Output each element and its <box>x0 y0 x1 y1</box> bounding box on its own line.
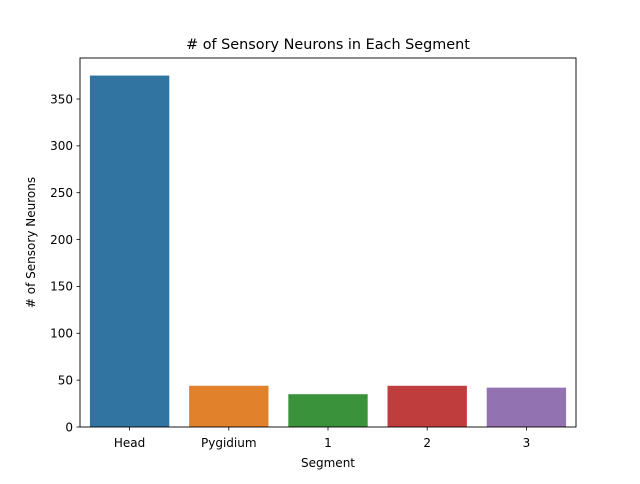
y-tick-label-100: 100 <box>50 327 73 341</box>
bar-2 <box>387 385 467 427</box>
y-tick-label-300: 300 <box>50 139 73 153</box>
x-tick-label-1: 1 <box>324 436 332 450</box>
y-tick-label-0: 0 <box>65 420 73 434</box>
bar-head <box>89 75 170 427</box>
y-axis: 0 50 100 150 200 250 300 350 <box>50 92 80 434</box>
y-tick-label-200: 200 <box>50 233 73 247</box>
chart-title: # of Sensory Neurons in Each Segment <box>186 37 470 53</box>
x-axis-label: Segment <box>301 456 355 470</box>
y-tick-label-250: 250 <box>50 186 73 200</box>
x-tick-label-3: 3 <box>523 436 531 450</box>
y-tick-label-150: 150 <box>50 280 73 294</box>
y-axis-label: # of Sensory Neurons <box>24 177 38 308</box>
bar-1 <box>288 394 368 427</box>
x-axis: Head Pygidium 1 2 3 <box>114 427 530 450</box>
x-tick-label-2: 2 <box>423 436 431 450</box>
plot-frame <box>79 57 577 428</box>
bars-layer <box>89 75 567 427</box>
y-tick-label-50: 50 <box>58 373 73 387</box>
bar-pygidium <box>189 385 269 427</box>
y-tick-label-350: 350 <box>50 92 73 106</box>
x-tick-label-head: Head <box>114 436 145 450</box>
bar-3 <box>486 387 567 427</box>
x-tick-label-pygidium: Pygidium <box>201 436 257 450</box>
